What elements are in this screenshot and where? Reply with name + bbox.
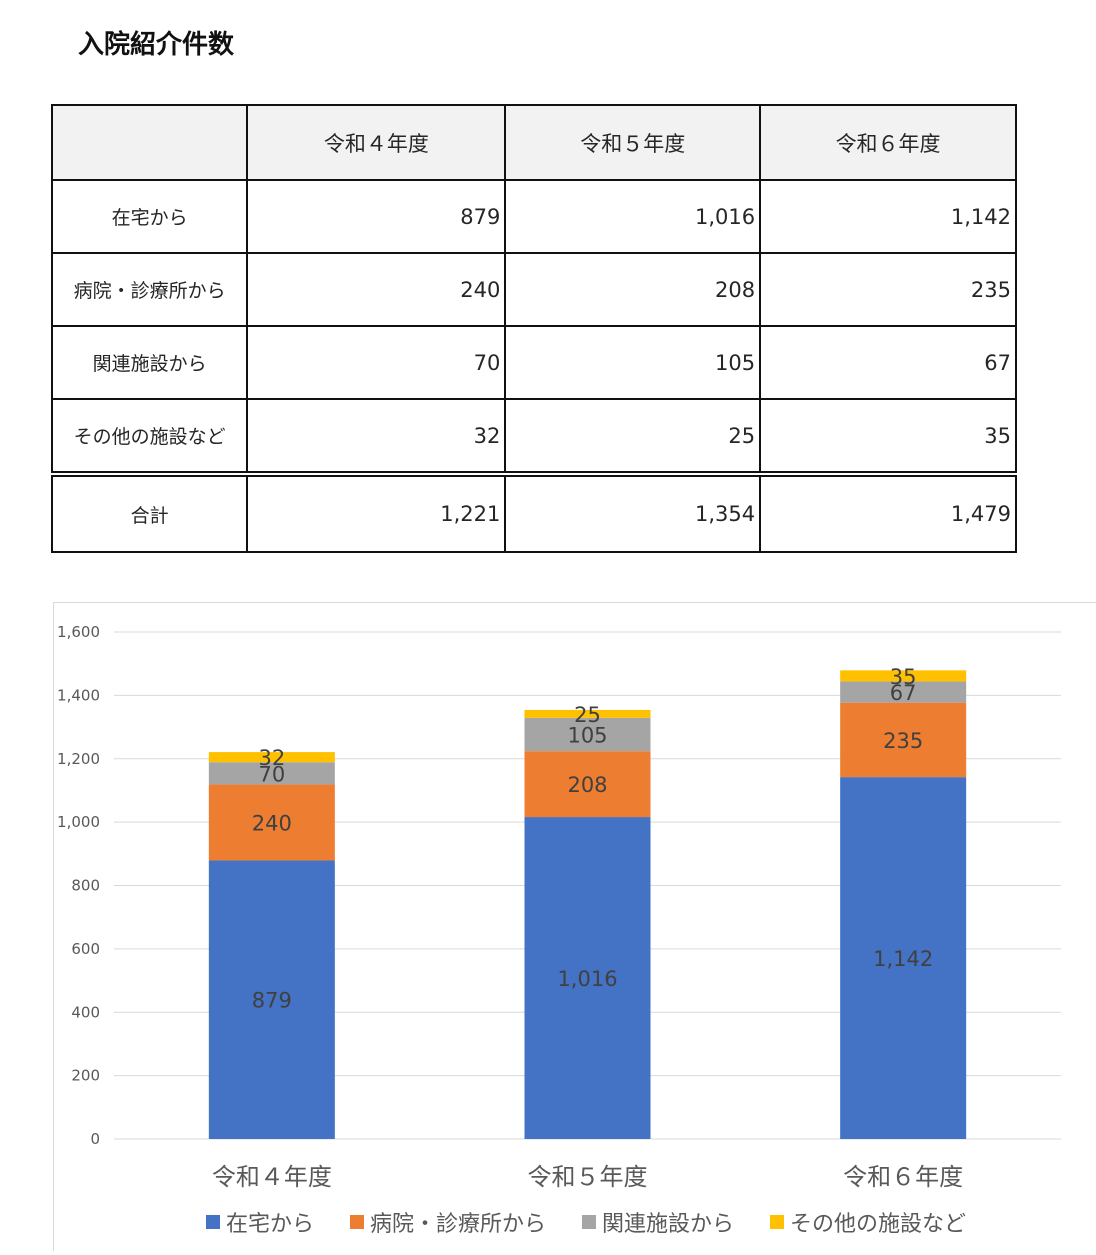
table-cell: 70 xyxy=(246,325,507,400)
table-cell: 32 xyxy=(246,398,507,475)
legend-item: 病院・診療所から xyxy=(350,1206,546,1238)
data-label: 235 xyxy=(883,729,923,753)
table-row: 病院・診療所から 240 208 235 xyxy=(50,252,1017,327)
table-cell: 235 xyxy=(759,252,1017,327)
table-row: その他の施設など 32 25 35 xyxy=(50,398,1017,475)
x-tick-label: 令和５年度 xyxy=(528,1163,648,1191)
table-cell: 25 xyxy=(504,398,762,475)
y-tick-label: 1,200 xyxy=(57,750,100,768)
chart-legend: 在宅から 病院・診療所から 関連施設から その他の施設など xyxy=(206,1206,966,1238)
data-label: 240 xyxy=(252,811,292,835)
bar-segment xyxy=(524,717,651,752)
total-cell: 1,221 xyxy=(246,471,507,553)
table-cell: 1,142 xyxy=(759,179,1017,254)
total-cell: 1,354 xyxy=(504,471,762,553)
data-label: 25 xyxy=(574,703,601,727)
y-tick-label: 0 xyxy=(90,1130,100,1148)
table-header-cell xyxy=(50,104,249,181)
data-label: 1,142 xyxy=(873,947,933,971)
row-label: 病院・診療所から xyxy=(50,252,249,327)
y-tick-label: 1,400 xyxy=(57,686,100,704)
data-label: 879 xyxy=(252,989,292,1013)
y-tick-label: 1,000 xyxy=(57,813,100,831)
y-tick-label: 200 xyxy=(71,1067,100,1085)
row-label: 在宅から xyxy=(50,179,249,254)
data-label: 70 xyxy=(258,762,285,786)
table-row: 関連施設から 70 105 67 xyxy=(50,325,1017,400)
data-label: 35 xyxy=(890,665,917,689)
table-cell: 879 xyxy=(246,179,507,254)
legend-label: その他の施設など xyxy=(790,1212,967,1237)
y-tick-label: 800 xyxy=(71,877,100,895)
bar-segment xyxy=(208,860,335,1139)
data-label: 105 xyxy=(567,724,607,748)
y-tick-label: 600 xyxy=(71,940,100,958)
page-title: 入院紹介件数 xyxy=(78,30,235,60)
table-cell: 1,016 xyxy=(504,179,762,254)
x-tick-label: 令和６年度 xyxy=(843,1163,963,1191)
row-label: その他の施設など xyxy=(50,398,249,475)
data-label: 1,016 xyxy=(557,967,617,991)
legend-item: 在宅から xyxy=(206,1206,314,1238)
x-tick-label: 令和４年度 xyxy=(212,1163,332,1191)
data-label: 67 xyxy=(890,681,917,705)
legend-swatch xyxy=(350,1215,365,1229)
table-cell: 105 xyxy=(504,325,762,400)
y-tick-label: 1,600 xyxy=(57,623,100,641)
table-header-row: 令和４年度 令和５年度 令和６年度 xyxy=(50,104,1017,181)
stacked-bar-chart: 0 200 400 600 800 1,000 1,200 1,400 1,600 879 240 7… xyxy=(57,623,1061,1191)
legend-swatch xyxy=(206,1215,220,1229)
row-label: 関連施設から xyxy=(50,325,249,400)
total-label: 合計 xyxy=(50,471,249,553)
data-label: 32 xyxy=(258,746,285,770)
y-tick-label: 400 xyxy=(71,1003,100,1021)
table-total-row: 合計 1,221 1,354 1,479 xyxy=(50,471,1017,553)
legend-label: 在宅から xyxy=(226,1212,315,1237)
bar-segment xyxy=(840,777,967,1139)
chart-area: 0 200 400 600 800 1,000 1,200 1,400 1,600 879 240 7… xyxy=(53,602,1096,1251)
data-label: 208 xyxy=(567,773,607,797)
bar-segment xyxy=(840,670,967,682)
bar-segment xyxy=(524,817,651,1139)
bar-segment xyxy=(208,762,335,785)
bar-segment xyxy=(208,784,335,861)
total-cell: 1,479 xyxy=(759,471,1017,553)
table-header-cell: 令和６年度 xyxy=(759,104,1017,181)
legend-item: 関連施設から xyxy=(582,1206,734,1238)
table-header-cell: 令和４年度 xyxy=(246,104,507,181)
table-cell: 67 xyxy=(759,325,1017,400)
table-cell: 35 xyxy=(759,398,1017,475)
legend-item: その他の施設など xyxy=(770,1206,966,1238)
referral-table: 令和４年度 令和５年度 令和６年度 在宅から 879 1,016 1,142 病… xyxy=(50,104,1017,553)
bar-segment xyxy=(208,752,335,763)
table-cell: 240 xyxy=(246,252,507,327)
bar-segment xyxy=(840,702,967,778)
legend-swatch xyxy=(582,1215,597,1229)
bar-segment xyxy=(840,681,967,703)
bar-segment xyxy=(524,709,651,718)
table-header-cell: 令和５年度 xyxy=(504,104,762,181)
legend-swatch xyxy=(770,1215,785,1229)
legend-label: 関連施設から xyxy=(602,1212,735,1237)
table-row: 在宅から 879 1,016 1,142 xyxy=(50,179,1017,254)
table-cell: 208 xyxy=(504,252,762,327)
bar-segment xyxy=(524,751,651,818)
legend-label: 病院・診療所から xyxy=(370,1212,547,1237)
